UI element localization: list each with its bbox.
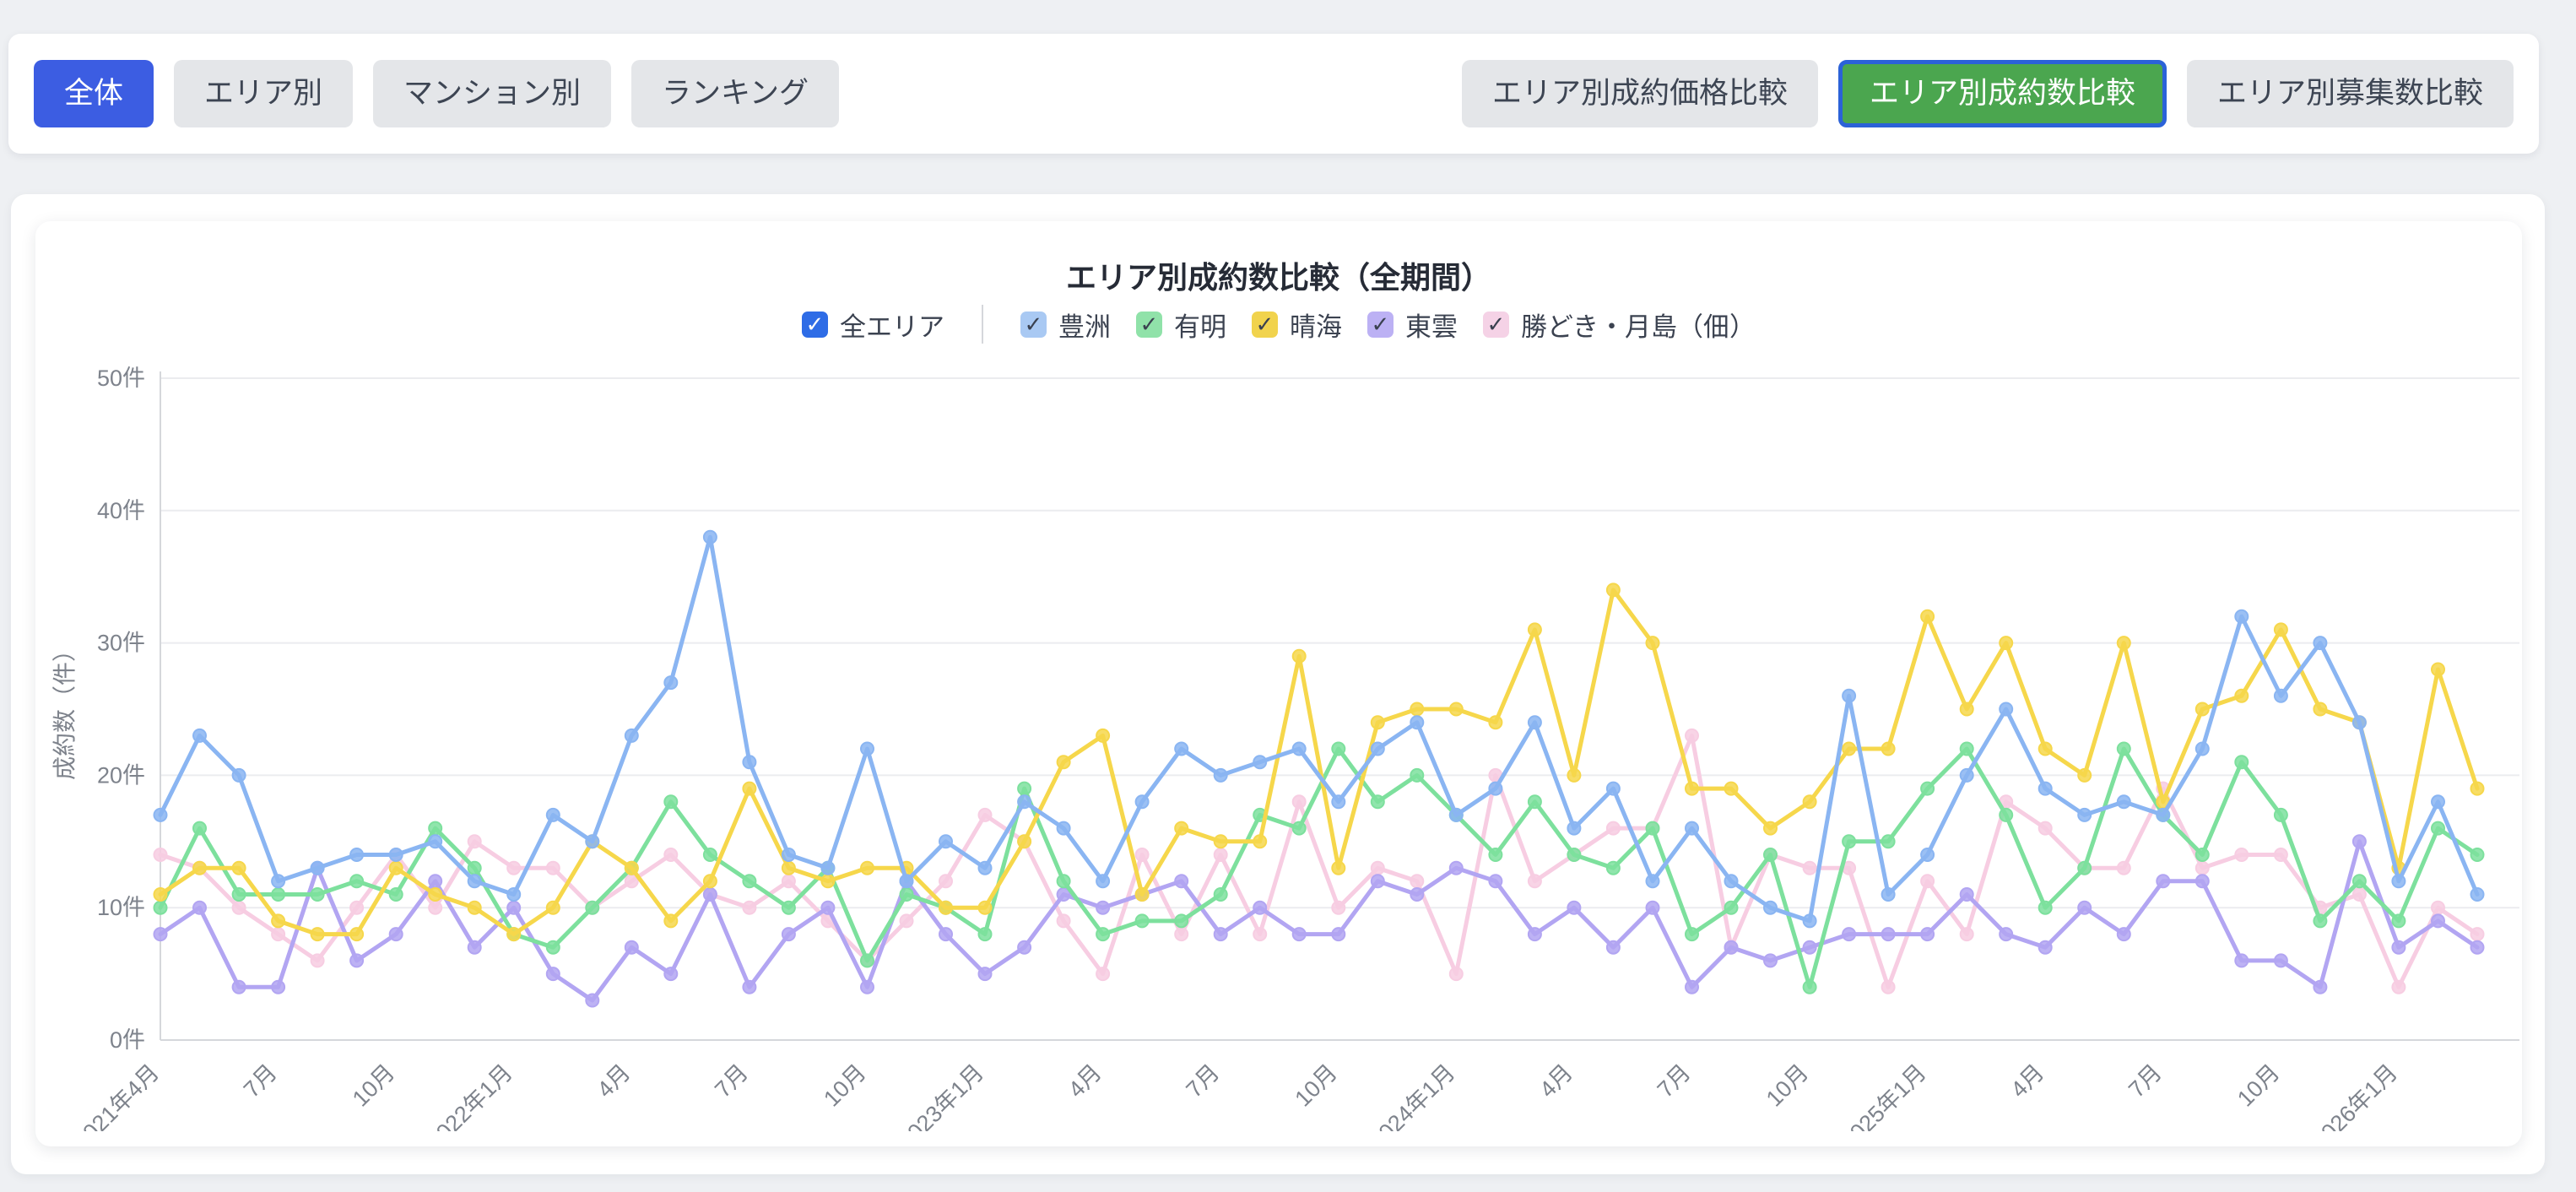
svg-text:10月: 10月	[1762, 1059, 1814, 1112]
legend-harumi-checkbox[interactable]: ✓	[1251, 311, 1278, 338]
svg-text:40件: 40件	[97, 498, 145, 523]
svg-text:10件: 10件	[97, 895, 145, 920]
legend-kachidoki-checkbox[interactable]: ✓	[1482, 311, 1509, 338]
tab-listing-comparison[interactable]: エリア別募集数比較	[2186, 60, 2514, 127]
series-豊洲	[153, 529, 2485, 929]
legend-harumi-label: 晴海	[1289, 312, 1342, 342]
legend-ariake: ✓ 有明	[1135, 306, 1226, 344]
svg-text:20件: 20件	[97, 762, 145, 788]
tab-ranking[interactable]: ランキング	[631, 60, 839, 127]
legend-all-areas-label: 全エリア	[839, 312, 944, 342]
svg-text:4月: 4月	[593, 1059, 636, 1103]
legend-kachidoki-label: 勝どき・月島（佃）	[1520, 312, 1756, 342]
tab-count-comparison[interactable]: エリア別成約数比較	[1837, 60, 2167, 127]
legend-toyosu-label: 豊洲	[1058, 312, 1111, 342]
svg-text:7月: 7月	[239, 1059, 282, 1103]
legend-shinonome-label: 東雲	[1404, 312, 1458, 342]
toolbar: 全体 エリア別 マンション別 ランキング エリア別成約価格比較 エリア別成約数比較 エリア…	[8, 34, 2539, 154]
svg-text:2022年1月: 2022年1月	[422, 1059, 517, 1131]
svg-text:2025年1月: 2025年1月	[1836, 1059, 1930, 1131]
chart-legend: ✓ 全エリア ✓ 豊洲 ✓ 有明 ✓ 晴海 ✓ 東雲 ✓ 勝どき・月島（佃）	[35, 305, 2522, 344]
content-panel: エリア別成約数比較（全期間） ✓ 全エリア ✓ 豊洲 ✓ 有明 ✓ 晴海 ✓ 東雲 ✓ 勝どき・月島（…	[11, 194, 2545, 1174]
svg-text:50件: 50件	[97, 366, 145, 391]
svg-text:10月: 10月	[348, 1059, 400, 1112]
svg-text:7月: 7月	[710, 1059, 753, 1103]
y-axis-title: 成約数（件）	[51, 638, 78, 780]
legend-all-areas: ✓ 全エリア	[801, 306, 944, 344]
view-tab-group: 全体 エリア別 マンション別 ランキング	[34, 60, 839, 127]
svg-text:7月: 7月	[1653, 1059, 1696, 1103]
svg-text:10月: 10月	[819, 1059, 871, 1112]
comparison-tab-group: エリア別成約価格比較 エリア別成約数比較 エリア別募集数比較	[1461, 60, 2514, 127]
legend-toyosu: ✓ 豊洲	[1020, 306, 1111, 344]
svg-text:2021年4月: 2021年4月	[69, 1059, 164, 1131]
legend-shinonome: ✓ 東雲	[1366, 306, 1458, 344]
svg-text:7月: 7月	[1181, 1059, 1224, 1103]
svg-text:2026年1月: 2026年1月	[2308, 1059, 2402, 1131]
svg-text:7月: 7月	[2124, 1059, 2167, 1103]
line-chart: 0件 10件 20件 30件 40件 50件 2021年4月 7月 10月 2022年1月 4月 7月…	[51, 366, 2519, 1131]
legend-shinonome-checkbox[interactable]: ✓	[1366, 311, 1394, 338]
legend-toyosu-checkbox[interactable]: ✓	[1020, 311, 1047, 338]
svg-text:0件: 0件	[110, 1027, 145, 1053]
tab-price-comparison[interactable]: エリア別成約価格比較	[1461, 60, 1818, 127]
legend-harumi: ✓ 晴海	[1251, 306, 1342, 344]
tab-overall[interactable]: 全体	[34, 60, 154, 127]
tab-by-building[interactable]: マンション別	[373, 60, 612, 127]
legend-kachidoki: ✓ 勝どき・月島（佃）	[1482, 306, 1756, 344]
y-axis-labels: 0件 10件 20件 30件 40件 50件	[97, 366, 145, 1053]
chart-title: エリア別成約数比較（全期間）	[1065, 260, 1491, 295]
legend-separator	[981, 305, 983, 344]
legend-all-areas-checkbox[interactable]: ✓	[801, 311, 828, 338]
series-東雲	[153, 834, 2485, 1008]
tab-by-area[interactable]: エリア別	[174, 60, 354, 127]
svg-text:30件: 30件	[97, 631, 145, 656]
x-axis-labels: 2021年4月 7月 10月 2022年1月 4月 7月 10月 2023年1月 4月 7月 10月…	[69, 1059, 2402, 1131]
svg-text:10月: 10月	[1290, 1059, 1342, 1112]
svg-text:10月: 10月	[2232, 1059, 2285, 1112]
svg-text:4月: 4月	[1063, 1059, 1107, 1103]
legend-ariake-label: 有明	[1173, 312, 1226, 342]
svg-text:4月: 4月	[2006, 1059, 2049, 1103]
svg-text:2023年1月: 2023年1月	[894, 1059, 988, 1131]
svg-text:4月: 4月	[1534, 1059, 1578, 1103]
legend-ariake-checkbox[interactable]: ✓	[1135, 311, 1162, 338]
chart-card: エリア別成約数比較（全期間） ✓ 全エリア ✓ 豊洲 ✓ 有明 ✓ 晴海 ✓ 東雲 ✓ 勝どき・月島（…	[35, 221, 2522, 1146]
svg-text:2024年1月: 2024年1月	[1365, 1059, 1459, 1131]
series-有明	[153, 741, 2485, 994]
